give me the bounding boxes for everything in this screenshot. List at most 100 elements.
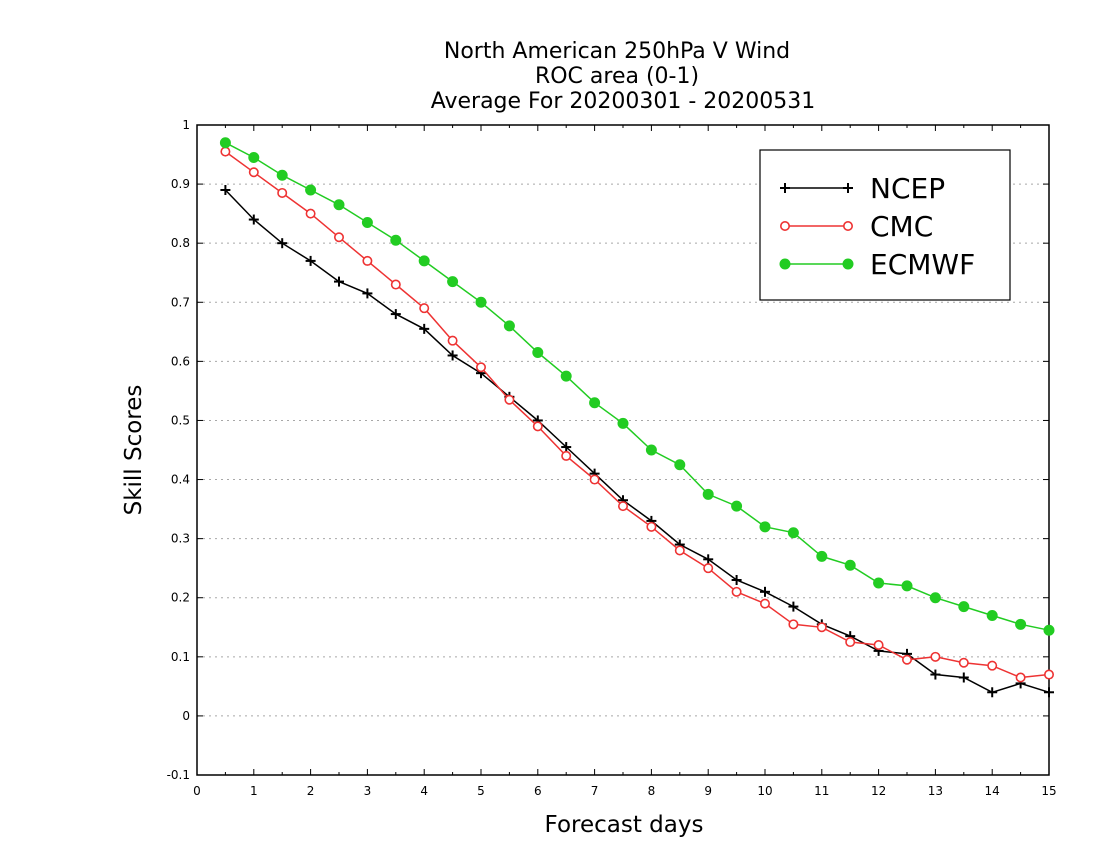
y-tick-label: 0.8	[171, 236, 190, 250]
series-layer	[219, 137, 1055, 698]
ecmwf-point	[390, 234, 402, 246]
ecmwf-point	[844, 559, 856, 571]
legend-label-cmc: CMC	[870, 210, 933, 243]
cmc-point	[873, 639, 884, 650]
cmc-point	[532, 421, 543, 432]
cmc-point	[589, 474, 600, 485]
legend-marker-cmc	[842, 221, 853, 232]
legend-label-ncep: NCEP	[870, 172, 945, 205]
cmc-point	[617, 501, 628, 512]
x-tick-label: 9	[704, 784, 712, 798]
cmc-point	[646, 521, 657, 532]
chart-title: North American 250hPa V Wind ROC area (0…	[431, 39, 816, 114]
cmc-point	[248, 167, 259, 178]
ncep-point	[447, 350, 458, 361]
series-cmc	[220, 146, 1055, 683]
cmc-point	[845, 637, 856, 648]
ecmwf-point	[333, 199, 345, 211]
ecmwf-point	[589, 397, 601, 409]
x-tick-label: 14	[985, 784, 1000, 798]
cmc-point	[788, 619, 799, 630]
ecmwf-point	[560, 370, 572, 382]
y-tick-label: -0.1	[167, 768, 190, 782]
legend-items: NCEP CMC ECMWF	[779, 172, 975, 281]
x-tick-label: 8	[648, 784, 656, 798]
cmc-point	[390, 279, 401, 290]
x-tick-label: 10	[757, 784, 772, 798]
ncep-point	[334, 276, 344, 287]
legend-marker-cmc	[779, 221, 790, 232]
ecmwf-point	[702, 488, 714, 500]
cmc-point	[504, 394, 515, 405]
ecmwf-point	[816, 550, 828, 562]
ncep-point	[277, 238, 288, 249]
cmc-point	[1015, 672, 1026, 683]
cmc-point	[419, 303, 430, 314]
y-tick-label: 0.4	[171, 473, 190, 487]
ncep-point	[305, 255, 316, 266]
ecmwf-point	[986, 609, 998, 621]
ecmwf-point	[276, 169, 288, 181]
legend-marker-ncep	[843, 183, 853, 193]
legend: NCEP CMC ECMWF	[759, 149, 1011, 301]
chart-title-line-2: ROC area (0-1)	[535, 64, 699, 89]
ecmwf-point	[731, 500, 743, 512]
ecmwf-point	[475, 296, 487, 308]
cmc-point	[447, 335, 458, 346]
ecmwf-point	[418, 255, 430, 267]
ecmwf-point	[674, 459, 686, 471]
y-tick-label: 0.3	[171, 532, 190, 546]
ecmwf-point	[248, 152, 260, 163]
y-tick-label: 1	[182, 118, 190, 132]
y-tick-label: 0.5	[171, 413, 190, 427]
legend-marker-ecmwf	[779, 258, 791, 270]
y-axis-title: Skill Scores	[121, 385, 147, 516]
cmc-point	[759, 598, 770, 609]
cmc-point	[901, 654, 912, 665]
x-tick-label: 11	[814, 784, 829, 798]
x-tick-label: 13	[928, 784, 943, 798]
ncep-point	[248, 214, 259, 225]
y-tick-label: 0.7	[171, 295, 190, 309]
ncep-point	[987, 687, 998, 698]
cmc-point	[220, 146, 231, 157]
ncep-point	[731, 575, 742, 585]
y-tick-label: 0.9	[171, 177, 190, 191]
legend-label-ecmwf: ECMWF	[870, 248, 975, 281]
ecmwf-point	[929, 592, 941, 604]
y-tick-label: 0.1	[171, 650, 190, 664]
cmc-point	[930, 651, 941, 662]
cmc-point	[731, 586, 742, 597]
x-axis-title: Forecast days	[545, 812, 704, 838]
x-tick-label: 3	[364, 784, 372, 798]
cmc-point	[475, 362, 486, 373]
x-tick-label: 1	[250, 784, 258, 798]
ncep-point	[958, 672, 969, 683]
ecmwf-point	[759, 521, 771, 533]
cmc-point	[674, 545, 685, 556]
cmc-point	[816, 622, 827, 633]
ecmwf-point	[1015, 618, 1027, 630]
cmc-point	[333, 232, 344, 243]
cmc-point	[362, 255, 373, 266]
ecmwf-point	[901, 580, 913, 592]
y-tick-label: 0.6	[171, 354, 190, 368]
ecmwf-point	[532, 347, 544, 358]
legend-item-ecmwf: ECMWF	[779, 248, 975, 281]
ncep-point	[788, 601, 799, 612]
ecmwf-point	[873, 577, 885, 589]
x-tick-label: 6	[534, 784, 542, 798]
ecmwf-point	[787, 527, 799, 539]
ncep-point	[703, 554, 714, 565]
ecmwf-point	[361, 217, 373, 228]
ncep-point	[362, 288, 373, 299]
x-tick-label: 2	[307, 784, 315, 798]
chart-title-line-3: Average For 20200301 - 20200531	[431, 89, 816, 114]
x-tick-label: 0	[193, 784, 201, 798]
legend-item-ncep: NCEP	[780, 172, 945, 205]
cmc-point	[561, 450, 572, 461]
x-tick-label: 12	[871, 784, 886, 798]
axis-ticks: -0.100.10.20.30.40.50.60.70.80.910 1 2 3 4 5 6…	[167, 118, 1057, 798]
ncep-point	[561, 442, 572, 453]
